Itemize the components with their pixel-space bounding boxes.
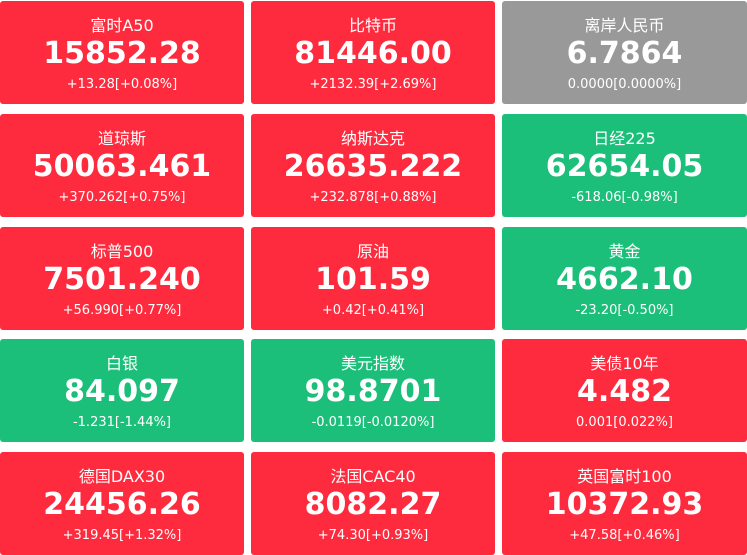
quote-price: 4.482 (577, 374, 672, 410)
quote-price: 50063.461 (32, 148, 212, 184)
quote-name: 白银 (105, 354, 138, 374)
quote-change: +0.42[+0.41%] (321, 302, 425, 318)
quote-name: 纳斯达克 (340, 128, 405, 148)
quote-change: -0.0119[-0.0120%] (311, 415, 435, 431)
quote-price: 98.8701 (304, 374, 442, 410)
quote-price: 81446.00 (294, 36, 452, 71)
quote-change: -23.20[-0.50%] (575, 302, 674, 318)
quote-tile[interactable]: 美元指数 98.8701 -0.0119[-0.0120%] (251, 339, 495, 443)
quote-tile[interactable]: 原油 101.59 +0.42[+0.41%] (251, 226, 495, 330)
quote-price: 4662.10 (556, 261, 693, 297)
quote-tile[interactable]: 法国CAC40 8082.27 +74.30[+0.93%] (251, 452, 495, 555)
quote-tile[interactable]: 美债10年 4.482 0.001[0.022%] (502, 339, 747, 443)
quote-tile[interactable]: 纳斯达克 26635.222 +232.878[+0.88%] (251, 113, 495, 217)
quote-change: 0.0000[0.0000%] (567, 77, 682, 92)
quote-tile[interactable]: 标普500 7501.240 +56.990[+0.77%] (0, 226, 244, 330)
quote-name: 富时A50 (90, 16, 154, 35)
quote-tile[interactable]: 日经225 62654.05 -618.06[-0.98%] (502, 113, 747, 217)
quote-tile[interactable]: 比特币 81446.00 +2132.39[+2.69%] (251, 1, 495, 104)
quote-name: 德国DAX30 (78, 467, 166, 486)
quote-price: 26635.222 (283, 148, 463, 184)
quote-change: 0.001[0.022%] (576, 415, 673, 431)
quote-tile[interactable]: 道琼斯 50063.461 +370.262[+0.75%] (0, 113, 244, 217)
quote-change: -1.231[-1.44%] (72, 415, 172, 431)
quote-name: 日经225 (593, 128, 656, 148)
quote-price: 8082.27 (304, 487, 442, 522)
quote-tile[interactable]: 富时A50 15852.28 +13.28[+0.08%] (0, 1, 244, 104)
quote-change: -618.06[-0.98%] (571, 189, 678, 205)
quote-price: 6.7864 (566, 36, 683, 71)
quote-name: 英国富时100 (577, 467, 672, 486)
quote-change: +232.878[+0.88%] (309, 189, 437, 205)
quote-price: 7501.240 (43, 261, 201, 297)
quote-change: +74.30[+0.93%] (317, 528, 429, 543)
quote-price: 62654.05 (545, 148, 704, 184)
quote-name: 法国CAC40 (330, 467, 416, 486)
quote-name: 道琼斯 (97, 128, 146, 148)
quote-name: 美元指数 (340, 354, 405, 374)
quote-name: 美债10年 (590, 354, 659, 374)
quote-tile[interactable]: 白银 84.097 -1.231[-1.44%] (0, 339, 244, 443)
quote-name: 黄金 (608, 241, 641, 261)
quote-name: 比特币 (348, 16, 397, 35)
quote-change: +13.28[+0.08%] (66, 77, 178, 92)
quote-change: +319.45[+1.32%] (62, 528, 182, 543)
quote-price: 101.59 (315, 261, 431, 297)
quote-name: 原油 (356, 241, 389, 261)
quote-name: 离岸人民币 (584, 16, 665, 35)
quote-change: +56.990[+0.77%] (62, 302, 182, 318)
quote-change: +47.58[+0.46%] (569, 528, 680, 543)
quote-tile[interactable]: 离岸人民币 6.7864 0.0000[0.0000%] (502, 1, 747, 104)
quote-price: 10372.93 (545, 487, 704, 522)
quote-tile[interactable]: 黄金 4662.10 -23.20[-0.50%] (502, 226, 747, 330)
quote-tile[interactable]: 英国富时100 10372.93 +47.58[+0.46%] (502, 452, 747, 555)
quote-tile[interactable]: 德国DAX30 24456.26 +319.45[+1.32%] (0, 452, 244, 555)
quote-change: +2132.39[+2.69%] (309, 77, 437, 92)
quote-price: 84.097 (64, 374, 180, 410)
quote-price: 15852.28 (43, 36, 201, 71)
quote-name: 标普500 (90, 241, 154, 261)
quote-price: 24456.26 (43, 487, 201, 522)
quote-change: +370.262[+0.75%] (58, 189, 186, 205)
